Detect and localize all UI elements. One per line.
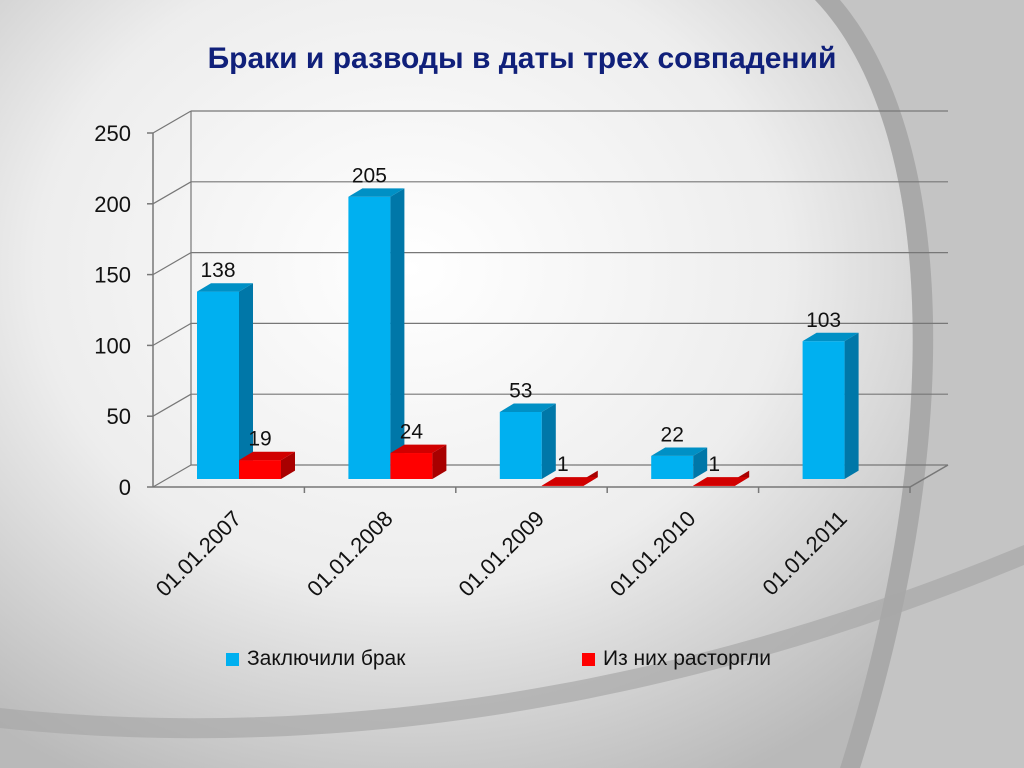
bar-front-face: [541, 485, 584, 487]
bar-top-face: [390, 444, 447, 454]
x-axis-tick-labels: 01.01.2007 01.01.2008 01.01.2009 01.01.2010…: [151, 487, 911, 602]
legend-swatch-married: [226, 652, 239, 666]
chart-title: Браки и разводы в даты трех совпадений: [207, 42, 837, 75]
bar-side-face: [693, 447, 708, 479]
data-label-married-01.01.2010: 22: [661, 423, 684, 446]
bar-married-01.01.2010: [651, 447, 708, 479]
bar-front-face: [348, 196, 391, 479]
bar-top-face: [499, 403, 556, 412]
y-tick-label-50: 50: [107, 404, 131, 429]
bar-side-face: [390, 188, 405, 479]
x-tick-label-01.01.2011: 01.01.2011: [757, 506, 851, 600]
bar-top-face: [197, 283, 253, 292]
data-label-married-01.01.2011: 103: [806, 309, 841, 332]
x-tick-label-01.01.2010: 01.01.2010: [605, 506, 701, 602]
gridline-depth-200: [152, 181, 192, 205]
chart-legend: Заключили брак Из них расторгли: [0, 647, 1024, 677]
y-tick-label-150: 150: [94, 263, 131, 288]
y-tick-label-250: 250: [94, 121, 131, 146]
y-tick-label-200: 200: [94, 192, 131, 217]
x-tick-label-01.01.2007: 01.01.2007: [151, 506, 247, 602]
gridline-depth-0: [152, 464, 192, 488]
data-label-divorced-01.01.2010: 1: [708, 453, 720, 476]
bar-divorced-01.01.2007: [239, 451, 295, 479]
x-tick-label-01.01.2009: 01.01.2009: [453, 506, 549, 602]
y-tick-label-0: 0: [119, 475, 131, 500]
bar-front-face: [197, 291, 239, 479]
bar-top-face: [651, 447, 708, 456]
bar-front-face: [693, 485, 736, 487]
legend-label-divorced: Из них расторгли: [603, 647, 771, 670]
bar-side-face: [281, 451, 295, 479]
gridline-depth-50: [152, 393, 192, 417]
bar-top-face: [802, 332, 859, 342]
bar-front-face: [802, 341, 845, 479]
bar-top-face: [348, 188, 405, 197]
bar-married-01.01.2011: [802, 332, 859, 479]
bar-top-face: [541, 477, 598, 486]
gridline-depth-250: [152, 110, 192, 134]
bar-divorced-01.01.2010: [693, 470, 750, 487]
data-labels: 138 19 205 24 53 1 22 1 103: [200, 164, 841, 476]
bar-front-face: [239, 460, 281, 479]
bar-married-01.01.2009: [499, 403, 556, 479]
bar-divorced-01.01.2009: [541, 470, 598, 487]
data-label-married-01.01.2008: 205: [352, 164, 387, 187]
bar-front-face: [499, 411, 542, 479]
data-label-divorced-01.01.2008: 24: [400, 421, 424, 444]
gridline-depth-100: [152, 322, 192, 346]
floor-right-edge: [909, 464, 949, 488]
bar-side-face: [239, 283, 253, 479]
bar-side-face: [541, 403, 556, 479]
bar-front-face: [651, 455, 694, 479]
legend-swatch-divorced: [582, 652, 595, 666]
data-label-married-01.01.2009: 53: [509, 380, 532, 403]
data-label-married-01.01.2007: 138: [200, 259, 235, 282]
legend-item-divorced: Из них расторгли: [582, 647, 771, 671]
data-label-divorced-01.01.2009: 1: [557, 453, 569, 476]
bar-top-face: [693, 477, 750, 486]
gridline-depth-150: [152, 252, 192, 276]
y-tick-label-100: 100: [94, 333, 131, 358]
bar-side-face: [844, 332, 859, 479]
legend-item-married: Заключили брак: [226, 647, 405, 671]
bar-divorced-01.01.2008: [390, 444, 447, 479]
y-axis-tick-labels: 0 50 100 150 200 250: [94, 121, 153, 500]
data-label-divorced-01.01.2007: 19: [248, 428, 271, 451]
x-tick-label-01.01.2008: 01.01.2008: [302, 506, 398, 602]
legend-label-married: Заключили брак: [247, 647, 406, 670]
bar-top-face: [239, 451, 295, 461]
bar-married-01.01.2008: [348, 188, 405, 479]
bar-married-01.01.2007: [197, 283, 253, 479]
bar-front-face: [390, 453, 433, 479]
bar-side-face: [432, 444, 447, 479]
chart-bars: [197, 188, 859, 487]
